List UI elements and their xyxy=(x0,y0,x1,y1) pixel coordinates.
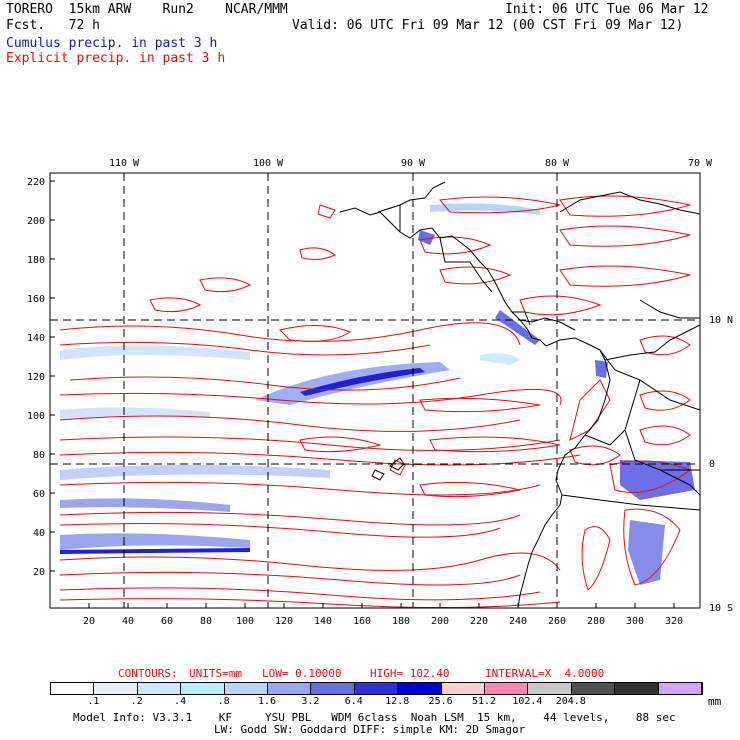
latitude-labels: 10 N 0 10 S xyxy=(709,315,733,614)
y-tick-label: 200 xyxy=(27,216,45,227)
x-tick-label: 60 xyxy=(161,616,173,627)
colorbar-segment xyxy=(137,683,182,694)
country-borders xyxy=(399,205,700,511)
y-tick-label: 40 xyxy=(33,528,45,539)
contour-info-units: UNITS=mm xyxy=(189,667,242,680)
x-tick-label: 260 xyxy=(548,616,566,627)
y-tick-label: 160 xyxy=(27,294,45,305)
colorbar-segment xyxy=(354,683,399,694)
colorbar-unit: mm xyxy=(708,695,722,708)
contour-info-label: CONTOURS: xyxy=(118,667,178,680)
colorbar-label: 204.8 xyxy=(555,696,586,707)
x-tick-label: 320 xyxy=(665,616,683,627)
contour-info-low: LOW= 0.10000 xyxy=(262,667,342,680)
y-tick-label: 140 xyxy=(27,333,45,344)
y-tick-label: 220 xyxy=(27,177,45,188)
graticule xyxy=(50,173,700,608)
header-valid-time: Valid: 06 UTC Fri 09 Mar 12 (00 CST Fri … xyxy=(292,18,684,33)
colorbar-segment xyxy=(571,683,616,694)
colorbar-segment xyxy=(658,683,703,694)
colorbar-segment xyxy=(441,683,486,694)
lon-label-90w: 90 W xyxy=(401,158,426,169)
legend-cumulus-precip: Cumulus precip. in past 3 h xyxy=(6,36,218,51)
colorbar-segment xyxy=(398,683,442,694)
legend-explicit-precip: Explicit precip. in past 3 h xyxy=(6,51,226,66)
x-tick-label: 100 xyxy=(236,616,254,627)
x-tick-label: 180 xyxy=(392,616,410,627)
x-tick-label: 20 xyxy=(83,616,95,627)
x-tick-label: 200 xyxy=(431,616,449,627)
header-init-time: Init: 06 UTC Tue 06 Mar 12 xyxy=(505,2,709,17)
x-tick-label: 140 xyxy=(314,616,332,627)
x-tick-label: 300 xyxy=(626,616,644,627)
longitude-labels: 110 W 100 W 90 W 80 W 70 W xyxy=(109,158,713,169)
colorbar-label: 3.2 xyxy=(301,696,320,707)
lon-label-100w: 100 W xyxy=(253,158,284,169)
y-tick-label: 100 xyxy=(27,411,45,422)
lat-label-10s: 10 S xyxy=(709,603,733,614)
contour-info-interval: INTERVAL=X 4.0000 xyxy=(485,667,605,680)
lon-label-110w: 110 W xyxy=(109,158,140,169)
header-forecast-hour: Fcst. 72 h xyxy=(6,18,100,33)
colorbar-segment xyxy=(181,683,225,694)
colorbar-labels: .1 .2 .4 .8 1.6 3.2 6.4 12.8 25.6 51.2 102.4 204.8 xyxy=(50,696,701,708)
y-tick-label: 60 xyxy=(33,489,45,500)
colorbar-label: .2 xyxy=(130,696,143,707)
colorbar-label: 51.2 xyxy=(471,696,497,707)
colorbar-label: .4 xyxy=(174,696,187,707)
physics-info-line: LW: Godd SW: Goddard DIFF: simple KM: 2D… xyxy=(214,723,526,736)
axis-tick-marks xyxy=(50,180,675,608)
colorbar-segment xyxy=(224,683,269,694)
colorbar-label: .8 xyxy=(217,696,230,707)
colorbar-label: 102.4 xyxy=(512,696,543,707)
lon-label-70w: 70 W xyxy=(688,158,713,169)
colorbar-segment xyxy=(268,683,312,694)
colorbar-segment xyxy=(94,683,138,694)
colorbar-label: 1.6 xyxy=(257,696,277,707)
x-tick-label: 220 xyxy=(470,616,488,627)
y-grid-labels: 220 200 180 160 140 120 100 80 60 40 20 xyxy=(27,177,45,578)
lat-label-0: 0 xyxy=(709,459,715,470)
x-tick-label: 240 xyxy=(509,616,527,627)
colorbar-segment xyxy=(51,683,95,694)
x-tick-label: 40 xyxy=(122,616,134,627)
y-tick-label: 120 xyxy=(27,372,45,383)
precip-colorbar xyxy=(50,682,703,695)
x-tick-label: 120 xyxy=(275,616,293,627)
x-grid-labels: 20 40 60 80 100 120 140 160 180 200 220 … xyxy=(83,616,683,627)
colorbar-segment xyxy=(311,683,355,694)
model-info-line: Model Info: V3.3.1 KF YSU PBL WDM 6class… xyxy=(73,711,676,724)
map-frame xyxy=(49,172,701,609)
lat-label-10n: 10 N xyxy=(709,315,733,326)
x-tick-label: 160 xyxy=(353,616,371,627)
colorbar-label: 12.8 xyxy=(385,696,410,707)
header-model-run: TORERO 15km ARW Run2 NCAR/MMM xyxy=(6,2,288,17)
colorbar-label: 6.4 xyxy=(344,696,363,707)
y-tick-label: 20 xyxy=(33,567,45,578)
explicit-precip-contours xyxy=(59,195,692,608)
colorbar-segment xyxy=(528,683,572,694)
y-tick-label: 80 xyxy=(33,450,45,461)
contour-info-high: HIGH= 102.40 xyxy=(370,667,450,680)
x-tick-label: 280 xyxy=(587,616,605,627)
colorbar-segment xyxy=(615,683,659,694)
colorbar-label: 25.6 xyxy=(428,696,453,707)
colorbar-segment xyxy=(485,683,529,694)
y-tick-label: 180 xyxy=(27,255,45,266)
lon-label-80w: 80 W xyxy=(545,158,570,169)
x-tick-label: 80 xyxy=(200,616,212,627)
colorbar-label: .1 xyxy=(87,696,100,707)
